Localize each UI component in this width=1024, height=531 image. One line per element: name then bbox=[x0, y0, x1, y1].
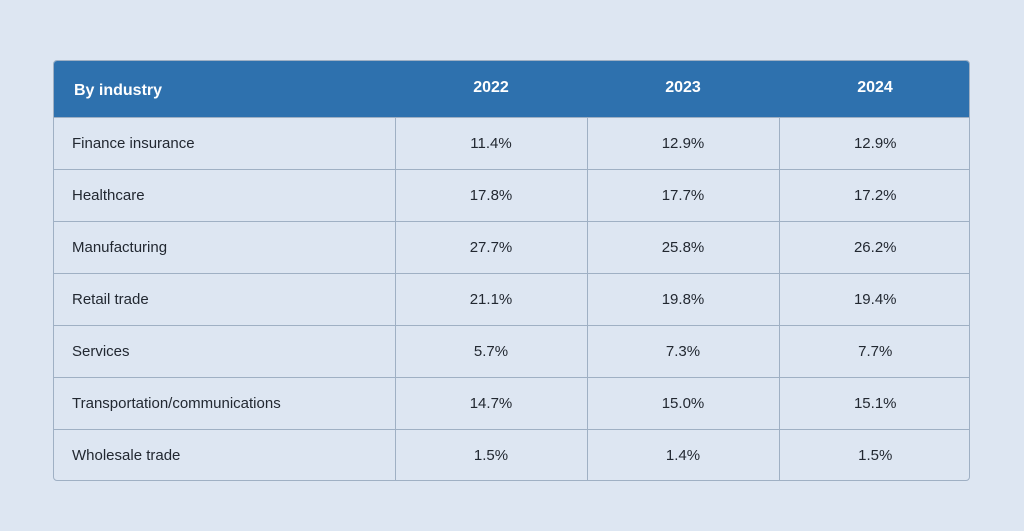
value-cell-2024: 19.4% bbox=[778, 272, 969, 325]
row-label: Transportation/communications bbox=[54, 376, 395, 429]
value-cell-2023: 12.9% bbox=[586, 116, 779, 169]
row-label: Manufacturing bbox=[54, 220, 395, 273]
row-label: Services bbox=[54, 324, 395, 377]
value-cell-2023: 19.8% bbox=[586, 272, 779, 325]
table-row: Manufacturing 27.7% 25.8% 26.2% bbox=[54, 220, 969, 273]
row-label: Finance insurance bbox=[54, 116, 395, 169]
column-header-2023: 2023 bbox=[665, 79, 701, 97]
table-row: Services 5.7% 7.3% 7.7% bbox=[54, 324, 969, 377]
value-cell-2024: 17.2% bbox=[778, 168, 969, 221]
table-row: Finance insurance 11.4% 12.9% 12.9% bbox=[54, 116, 969, 169]
column-header-2024: 2024 bbox=[857, 79, 893, 97]
value-cell-2023: 1.4% bbox=[586, 428, 779, 480]
table-header-row: By industry 2022 2023 2024 bbox=[54, 61, 969, 117]
column-header-industry: By industry bbox=[74, 81, 163, 99]
row-label: Wholesale trade bbox=[54, 428, 395, 480]
value-cell-2024: 12.9% bbox=[778, 116, 969, 169]
industry-table-container: By industry 2022 2023 2024 Finance insur… bbox=[53, 60, 970, 481]
value-cell-2024: 7.7% bbox=[778, 324, 969, 377]
table-row: Wholesale trade 1.5% 1.4% 1.5% bbox=[54, 428, 969, 480]
row-label: Healthcare bbox=[54, 168, 395, 221]
table-row: Healthcare 17.8% 17.7% 17.2% bbox=[54, 168, 969, 221]
value-cell-2022: 14.7% bbox=[394, 376, 587, 429]
table-row: Transportation/communications 14.7% 15.0… bbox=[54, 376, 969, 429]
value-cell-2022: 11.4% bbox=[394, 116, 587, 169]
value-cell-2024: 15.1% bbox=[778, 376, 969, 429]
value-cell-2023: 17.7% bbox=[586, 168, 779, 221]
value-cell-2024: 1.5% bbox=[778, 428, 969, 480]
value-cell-2024: 26.2% bbox=[778, 220, 969, 273]
value-cell-2023: 15.0% bbox=[586, 376, 779, 429]
row-label: Retail trade bbox=[54, 272, 395, 325]
table-row: Retail trade 21.1% 19.8% 19.4% bbox=[54, 272, 969, 325]
value-cell-2022: 1.5% bbox=[394, 428, 587, 480]
column-header-2022: 2022 bbox=[473, 79, 509, 97]
value-cell-2022: 5.7% bbox=[394, 324, 587, 377]
value-cell-2022: 27.7% bbox=[394, 220, 587, 273]
value-cell-2022: 17.8% bbox=[394, 168, 587, 221]
value-cell-2023: 7.3% bbox=[586, 324, 779, 377]
industry-table: By industry 2022 2023 2024 Finance insur… bbox=[54, 61, 969, 480]
value-cell-2022: 21.1% bbox=[394, 272, 587, 325]
value-cell-2023: 25.8% bbox=[586, 220, 779, 273]
